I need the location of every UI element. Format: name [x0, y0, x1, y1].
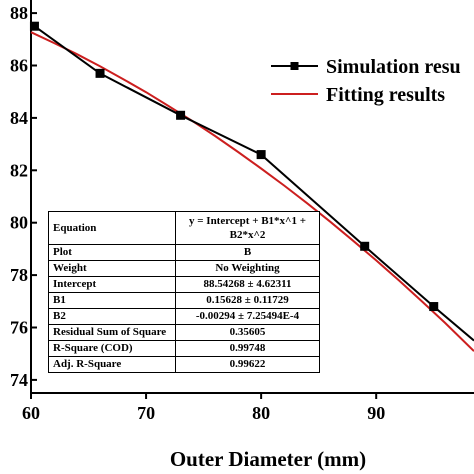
equation-value: y = Intercept + B1*x^1 + B2*x^2	[175, 211, 320, 245]
fitting-results-line	[30, 31, 474, 352]
x-axis-ticks: 60 70 80 90	[22, 393, 385, 423]
y-tick-label: 80	[10, 213, 28, 233]
weight-value: No Weighting	[175, 260, 320, 277]
y-tick-label: 88	[10, 3, 28, 23]
table-row: B2 -0.00294 ± 7.25494E-4	[48, 308, 320, 325]
simulation-point	[256, 150, 266, 160]
simulation-point	[176, 110, 186, 120]
legend: Simulation resu Fitting results	[271, 56, 461, 106]
table-row: B1 0.15628 ± 0.11729	[48, 292, 320, 309]
simulation-point	[95, 68, 105, 78]
x-tick-label: 70	[137, 403, 155, 423]
table-row: Weight No Weighting	[48, 260, 320, 277]
fit-stats-table: Equation y = Intercept + B1*x^1 + B2*x^2…	[48, 211, 320, 373]
y-tick-label: 74	[10, 370, 28, 390]
x-tick-label: 90	[367, 403, 385, 423]
adj-r-square-key: Adj. R-Square	[48, 356, 176, 373]
b1-value: 0.15628 ± 0.11729	[175, 292, 320, 309]
equation-key: Equation	[48, 211, 176, 245]
x-tick-label: 80	[252, 403, 270, 423]
adj-r-square-value: 0.99622	[175, 356, 320, 373]
table-row: Intercept 88.54268 ± 4.62311	[48, 276, 320, 293]
simulation-point	[29, 21, 39, 31]
y-tick-label: 82	[10, 160, 28, 180]
intercept-key: Intercept	[48, 276, 176, 293]
table-row: Adj. R-Square 0.99622	[48, 356, 320, 373]
legend-simulation-label: Simulation resu	[326, 56, 461, 78]
r-square-value: 0.99748	[175, 340, 320, 357]
simulation-point	[429, 302, 439, 312]
residual-value: 0.35605	[175, 324, 320, 341]
table-row: Residual Sum of Square 0.35605	[48, 324, 320, 341]
table-row: Equation y = Intercept + B1*x^1 + B2*x^2	[48, 211, 320, 245]
table-row: Plot B	[48, 244, 320, 261]
b2-value: -0.00294 ± 7.25494E-4	[175, 308, 320, 325]
legend-simulation-marker	[290, 62, 299, 70]
simulation-point	[360, 241, 370, 251]
y-tick-label: 84	[10, 108, 28, 128]
legend-fitting-label: Fitting results	[326, 84, 445, 106]
weight-key: Weight	[48, 260, 176, 277]
y-tick-label: 78	[10, 265, 28, 285]
r-square-key: R-Square (COD)	[48, 340, 176, 357]
x-axis-title: Outer Diameter (mm)	[170, 447, 366, 471]
b2-key: B2	[48, 308, 176, 325]
intercept-value: 88.54268 ± 4.62311	[175, 276, 320, 293]
b1-key: B1	[48, 292, 176, 309]
y-axis-ticks: 88 86 84 82 80 78 76 74	[10, 3, 37, 390]
plot-key: Plot	[48, 244, 176, 261]
residual-key: Residual Sum of Square	[48, 324, 176, 341]
x-tick-label: 60	[22, 403, 40, 423]
y-tick-label: 86	[10, 56, 28, 76]
plot-value: B	[175, 244, 320, 261]
y-tick-label: 76	[10, 318, 28, 338]
series-layer	[29, 21, 474, 352]
table-row: R-Square (COD) 0.99748	[48, 340, 320, 357]
